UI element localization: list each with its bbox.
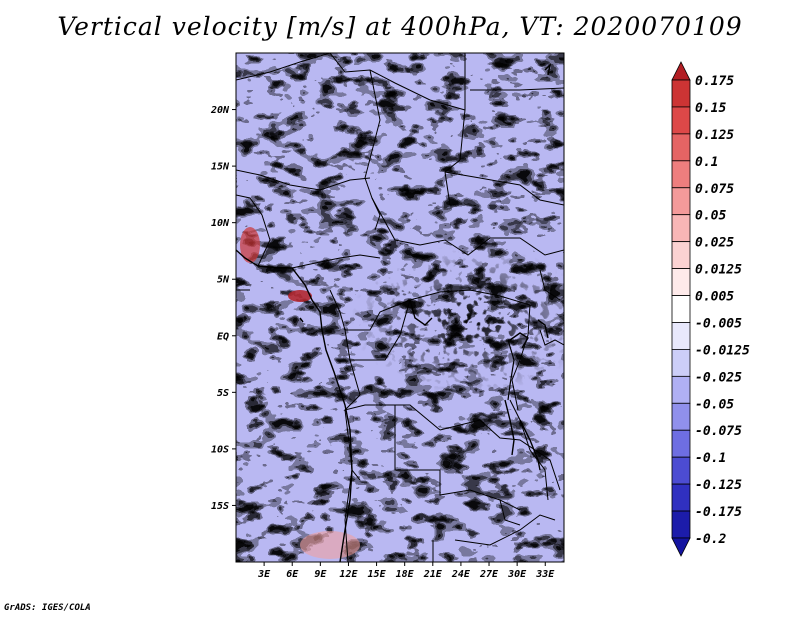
colorbar-swatch: [671, 160, 691, 189]
colorbar-label: -0.175: [695, 505, 742, 520]
lon-tick-label: 21E: [423, 569, 443, 580]
lat-tick-label: 15S: [211, 501, 229, 512]
colorbar-label: -0.0125: [695, 343, 750, 358]
colorbar-swatch: [671, 322, 691, 350]
country-borders: [236, 53, 564, 562]
grads-credit: GrADS: IGES/COLA: [4, 603, 91, 613]
colorbar-label: -0.1: [695, 451, 726, 466]
colorbar-label: 0.15: [695, 101, 726, 116]
lon-tick-label: 9E: [314, 569, 327, 580]
lat-tick-label: 10N: [211, 218, 230, 229]
colorbar-label: 0.0125: [695, 263, 742, 278]
colorbar-label: 0.125: [695, 128, 734, 143]
coastlines-and-lakes: [236, 249, 549, 562]
colorbar-label: 0.175: [695, 74, 734, 89]
colorbar-swatch: [671, 349, 691, 377]
lat-tick-label: 15N: [211, 162, 230, 173]
lon-tick-label: 30E: [507, 569, 527, 580]
colorbar-swatch: [671, 187, 691, 216]
colorbar-bottom-arrow: [671, 537, 691, 557]
colorbar-swatch: [671, 510, 691, 539]
colorbar-swatch: [671, 133, 691, 162]
colorbar-label: -0.025: [695, 370, 742, 385]
lon-tick-label: 6E: [286, 569, 299, 580]
colorbar-swatch: [671, 214, 691, 243]
colorbar-top-arrow: [671, 61, 691, 81]
colorbar-swatch: [671, 106, 691, 135]
lon-tick-label: 12E: [339, 569, 358, 580]
map-title: Vertical velocity [m/s] at 400hPa, VT: 2…: [57, 12, 743, 41]
colorbar-swatch: [671, 375, 691, 404]
colorbar-label: -0.2: [695, 532, 726, 547]
lat-tick-label: EQ: [217, 331, 229, 342]
lon-tick-label: 3E: [257, 569, 271, 580]
colorbar-swatch: [671, 268, 691, 296]
strong-uplift-spot: [288, 290, 312, 302]
lon-tick-label: 18E: [396, 569, 415, 580]
colorbar-label: 0.005: [695, 290, 734, 305]
lon-tick-label: 27E: [479, 569, 499, 580]
colorbar-label: -0.125: [695, 478, 742, 493]
lon-tick-label: 15E: [368, 569, 387, 580]
colorbar-label: 0.075: [695, 182, 734, 197]
colorbar-label: -0.075: [695, 424, 742, 439]
colorbar-label: -0.05: [695, 397, 734, 412]
lat-tick-label: 20N: [210, 105, 230, 116]
lat-tick-label: 10S: [211, 444, 229, 455]
colorbar-label: 0.05: [695, 209, 726, 224]
colorbar-swatch: [671, 402, 691, 431]
colorbar-swatch: [671, 295, 691, 323]
colorbar-swatch: [671, 483, 691, 512]
southern-uplift-spot: [300, 531, 360, 559]
lat-tick-label: 5S: [217, 388, 229, 399]
colorbar-swatch: [671, 241, 691, 269]
colorbar-label: -0.005: [695, 316, 742, 331]
longitude-axis: 3E 6E 9E 12E 15E 18E 21E 24E 27E 30E 33E: [257, 562, 555, 580]
plot-frame: [235, 52, 565, 563]
colorbar-label: 0.1: [695, 155, 718, 170]
colorbar-label: 0.025: [695, 236, 734, 251]
latitude-axis: 20N 15N 10N 5N EQ 5S 10S 15S: [210, 105, 236, 512]
coastal-uplift-spot: [240, 227, 260, 263]
lon-tick-label: 33E: [535, 569, 555, 580]
colorbar-swatch: [671, 456, 691, 485]
colorbar-swatch: [671, 79, 691, 108]
colorbar-swatch: [671, 429, 691, 458]
colorbar: 0.175 0.15 0.125 0.1 0.075 0.05 0.025 0.0125 0.0…: [671, 61, 750, 557]
lat-tick-label: 5N: [217, 275, 230, 286]
lon-tick-label: 24E: [451, 569, 471, 580]
velocity-field: [236, 53, 564, 562]
